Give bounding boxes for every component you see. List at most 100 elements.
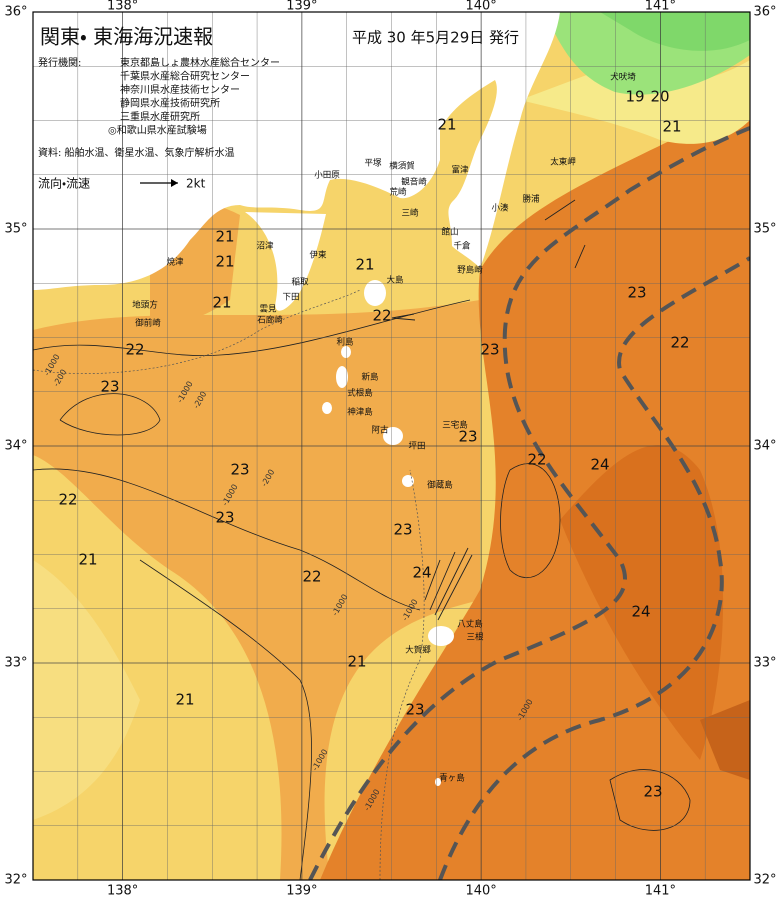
- legend-label: 流向・流速: [38, 176, 90, 191]
- lon-tick-label: 139°: [286, 884, 317, 899]
- place-name: 式根島: [347, 388, 373, 399]
- place-name: 千倉: [453, 241, 471, 252]
- place-name: 勝浦: [522, 194, 540, 205]
- data-source: 資料: 船舶水温、衛星水温、気象庁解析水温: [38, 146, 235, 159]
- place-name: 下田: [282, 293, 299, 303]
- place-name: 地頭方: [132, 300, 158, 311]
- lon-tick-label: 141°: [645, 884, 676, 899]
- isotherm-label: 21: [215, 228, 234, 246]
- place-name: 八丈島: [457, 619, 483, 630]
- isotherm-label: 23: [643, 783, 662, 801]
- place-name: 荒崎: [389, 187, 407, 198]
- isotherm-label: 21: [78, 551, 97, 569]
- agency: 千葉県水産総合研究センター: [120, 70, 250, 83]
- place-name: 館山: [441, 227, 458, 238]
- lat-tick-label: 36°: [4, 5, 27, 20]
- depth-contours: [33, 289, 425, 880]
- isotherm-label: 22: [670, 334, 689, 352]
- lat-tick-label: 34°: [753, 439, 776, 454]
- map-body: [33, 12, 750, 880]
- isotherm-label: 22: [527, 451, 546, 469]
- cool-water: [33, 560, 140, 820]
- major-grid: [33, 12, 750, 880]
- place-name: 小田原: [314, 170, 340, 181]
- isotherm-label: 24: [631, 603, 650, 621]
- lat-tick-label: 36°: [753, 5, 776, 20]
- lat-tick-label: 32°: [4, 873, 27, 888]
- warm-water: [33, 300, 480, 880]
- place-name: 観音崎: [401, 177, 427, 188]
- isotherm-label: 23: [627, 284, 646, 302]
- place-name: 野島崎: [457, 265, 483, 276]
- agencies-label: 発行機関:: [38, 56, 81, 69]
- isotherm-label: 24: [590, 456, 609, 474]
- lon-tick-label: 141°: [645, 0, 676, 14]
- land: [245, 212, 326, 311]
- place-name: 御前崎: [135, 318, 161, 329]
- isotherm-label: 23: [230, 461, 249, 479]
- isotherm-label: 23: [215, 509, 234, 527]
- place-name: 大賀郷: [405, 645, 431, 656]
- isotherm-label: 24: [412, 564, 431, 582]
- kuroshio-axis: [308, 126, 750, 880]
- lat-tick-label: 33°: [4, 656, 27, 671]
- isotherm-label: 21: [347, 653, 366, 671]
- kuroshio-water: [320, 100, 750, 880]
- legend-speed: 2kt: [186, 177, 206, 191]
- agency: 東京都島しょ農林水産総合センター: [120, 56, 280, 69]
- isotherm-label: 21: [175, 691, 194, 709]
- place-name: 伊東: [309, 250, 327, 261]
- place-name: 犬吠埼: [610, 72, 636, 83]
- lon-tick-label: 138°: [107, 884, 138, 899]
- lat-tick-label: 34°: [4, 439, 27, 454]
- place-name: 富津: [451, 165, 469, 176]
- agency: 静岡県水産技術研究所: [120, 97, 220, 110]
- isotherm-label: 21: [215, 253, 234, 271]
- lat-tick-label: 33°: [753, 656, 776, 671]
- isotherm-label: 23: [458, 428, 477, 446]
- place-name: 稲取: [291, 277, 309, 288]
- place-name: 御蔵島: [427, 480, 453, 491]
- isotherm-label: 20: [650, 88, 669, 106]
- place-name: 小湊: [491, 203, 509, 214]
- land: [448, 12, 560, 268]
- place-name: 三崎: [401, 208, 419, 219]
- place-name: 太東岬: [550, 157, 576, 168]
- isotherm-label: 22: [302, 568, 321, 586]
- lat-tick-label: 35°: [753, 222, 776, 237]
- isotherm-label: 23: [100, 378, 119, 396]
- isotherm-label: 22: [372, 307, 391, 325]
- place-name: 利島: [336, 337, 354, 348]
- lon-tick-label: 140°: [465, 0, 496, 14]
- lon-tick-label: 138°: [107, 0, 138, 14]
- lat-tick-label: 35°: [4, 222, 27, 237]
- kuroshio-core: [700, 700, 750, 780]
- isotherm-label: 21: [355, 256, 374, 274]
- place-name: 石廊崎: [257, 315, 283, 326]
- issue-date: 平成 30 年5月29日 発行: [352, 29, 519, 47]
- kuroshio-core: [560, 445, 724, 760]
- place-name: 青ヶ島: [439, 773, 465, 784]
- isotherm-label: 23: [405, 701, 424, 719]
- lat-tick-label: 32°: [753, 873, 776, 888]
- place-name: 阿古: [371, 425, 389, 436]
- isotherm-label: 21: [212, 294, 231, 312]
- map-title: 関東・ 東海海況速報: [40, 25, 213, 49]
- isotherm-label: 21: [662, 118, 681, 136]
- place-name: 平塚: [364, 159, 382, 169]
- agency: 三重県水産研究所: [120, 110, 200, 123]
- isotherm-label: 22: [125, 341, 144, 359]
- isotherm-label: 19: [625, 88, 644, 106]
- isotherm-label: 21: [437, 116, 456, 134]
- place-name: 新島: [361, 372, 379, 383]
- place-name: 焼津: [166, 257, 184, 268]
- place-name: 横須賀: [389, 161, 415, 172]
- lon-tick-label: 140°: [465, 884, 496, 899]
- islands: [322, 280, 454, 786]
- place-name: 神津島: [347, 407, 373, 418]
- lon-tick-label: 139°: [286, 0, 317, 14]
- land: [33, 12, 500, 290]
- isotherm-label: 23: [393, 521, 412, 539]
- agency: ◎和歌山県水産試験場: [108, 124, 207, 137]
